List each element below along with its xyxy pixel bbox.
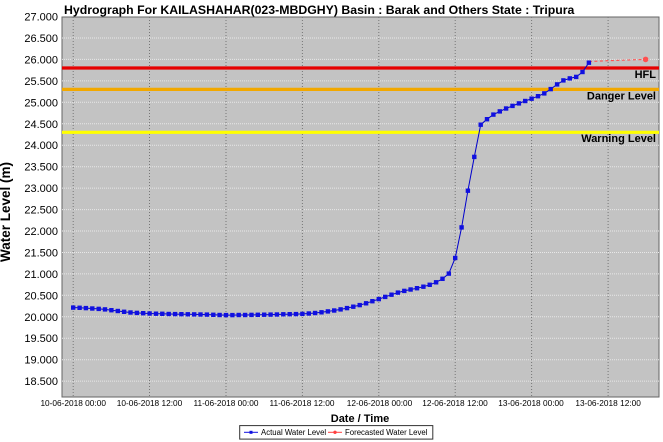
svg-text:20.500: 20.500 [24, 290, 58, 302]
svg-text:11-06-2018 00:00: 11-06-2018 00:00 [194, 398, 259, 408]
svg-text:Date / Time: Date / Time [331, 413, 390, 425]
svg-text:Actual Water Level: Actual Water Level [261, 428, 326, 437]
svg-text:22.000: 22.000 [24, 226, 58, 238]
svg-text:19.500: 19.500 [24, 333, 58, 345]
svg-text:26.000: 26.000 [24, 54, 58, 66]
svg-text:20.000: 20.000 [24, 312, 58, 324]
svg-text:HFL: HFL [635, 69, 657, 81]
svg-text:Danger Level: Danger Level [587, 91, 656, 103]
svg-text:13-06-2018 00:00: 13-06-2018 00:00 [498, 398, 564, 408]
svg-text:23.500: 23.500 [24, 162, 58, 174]
svg-text:25.000: 25.000 [24, 97, 58, 109]
svg-text:27.000: 27.000 [24, 12, 58, 24]
svg-text:13-06-2018 12:00: 13-06-2018 12:00 [575, 398, 641, 408]
svg-text:19.000: 19.000 [24, 355, 58, 367]
svg-text:21.000: 21.000 [24, 269, 58, 281]
svg-text:24.000: 24.000 [24, 140, 58, 152]
svg-text:18.500: 18.500 [24, 376, 58, 388]
svg-text:11-06-2018 12:00: 11-06-2018 12:00 [270, 398, 335, 408]
svg-text:21.500: 21.500 [24, 248, 58, 260]
svg-text:26.500: 26.500 [24, 33, 58, 45]
svg-text:10-06-2018 00:00: 10-06-2018 00:00 [40, 398, 106, 408]
svg-text:Warning Level: Warning Level [581, 133, 656, 145]
svg-text:24.500: 24.500 [24, 119, 58, 131]
svg-text:Water Level (m): Water Level (m) [0, 162, 13, 262]
svg-text:12-06-2018 00:00: 12-06-2018 00:00 [347, 398, 413, 408]
svg-text:22.500: 22.500 [24, 205, 58, 217]
svg-text:Forecasted Water Level: Forecasted Water Level [345, 428, 428, 437]
svg-text:12-06-2018 12:00: 12-06-2018 12:00 [422, 398, 488, 408]
svg-text:25.500: 25.500 [24, 76, 58, 88]
svg-text:10-06-2018 12:00: 10-06-2018 12:00 [117, 398, 183, 408]
svg-text:23.000: 23.000 [24, 183, 58, 195]
